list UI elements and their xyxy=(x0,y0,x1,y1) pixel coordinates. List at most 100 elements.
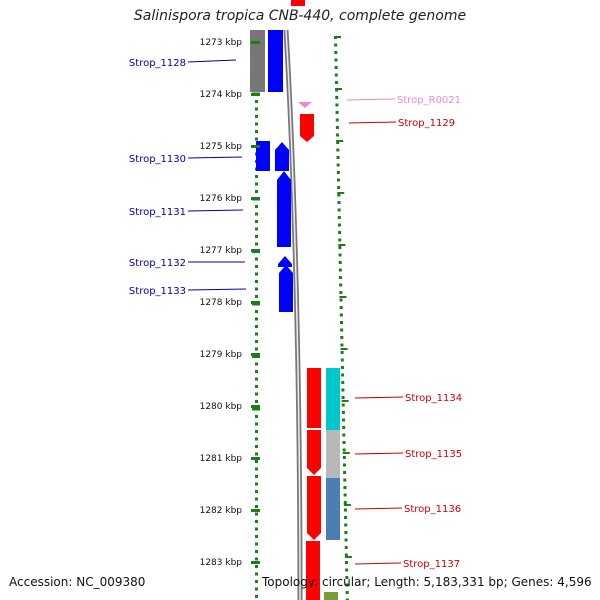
scale-label: 1281 kbp xyxy=(200,454,243,464)
ruler-tick xyxy=(342,456,346,459)
ruler-tick xyxy=(255,430,258,433)
ruler-tick xyxy=(255,437,258,441)
ruler-tick xyxy=(342,426,346,429)
ruler-tick xyxy=(255,370,258,373)
ruler-tick xyxy=(255,272,258,276)
ruler-tick xyxy=(336,148,340,152)
ruler-tick xyxy=(255,175,258,178)
left-ruler xyxy=(252,40,260,598)
gene-strop-1132[interactable] xyxy=(278,256,292,267)
ruler-tick xyxy=(255,580,258,583)
ruler-tick xyxy=(345,591,349,594)
ruler-major-tick xyxy=(337,192,345,194)
ruler-tick xyxy=(334,66,338,69)
gene-label[interactable]: Strop_1135 xyxy=(405,449,462,460)
ruler-tick xyxy=(340,336,344,339)
gene-strop-1134[interactable] xyxy=(307,368,321,428)
gene-top-red-sliver[interactable] xyxy=(291,0,305,6)
block-olive[interactable] xyxy=(324,592,338,600)
leader-line xyxy=(187,209,244,212)
map-title: Salinispora tropica CNB-440, complete ge… xyxy=(133,8,467,24)
scale-label: 1283 kbp xyxy=(200,558,243,568)
scale-label: 1278 kbp xyxy=(200,298,243,308)
scale-major-tick xyxy=(251,145,260,148)
scale-labels: 1273 kbp 1274 kbp 1275 kbp 1276 kbp 1277 kbp… xyxy=(200,38,260,568)
leader-line xyxy=(354,507,403,510)
ruler-tick xyxy=(255,422,258,426)
ruler-tick xyxy=(339,283,343,287)
gene-strop-1135[interactable] xyxy=(307,430,321,475)
ruler-tick xyxy=(340,351,344,354)
ruler-tick xyxy=(338,253,342,257)
right-ruler xyxy=(334,36,352,600)
ruler-tick xyxy=(336,178,340,182)
ruler-tick xyxy=(255,460,258,463)
ruler-tick xyxy=(255,565,258,568)
gene-strop-1133[interactable] xyxy=(279,265,293,312)
ruler-tick xyxy=(255,115,258,118)
gene-label[interactable]: Strop_1128 xyxy=(129,58,186,69)
ruler-tick xyxy=(343,493,347,497)
ruler-tick xyxy=(255,587,258,591)
gene-label[interactable]: Strop_1136 xyxy=(404,504,461,515)
gene-strop-1130[interactable] xyxy=(256,141,270,171)
ruler-tick xyxy=(255,377,258,381)
block-silver[interactable] xyxy=(326,430,340,478)
scale-label: 1282 kbp xyxy=(200,506,243,516)
gene-strop-r0021[interactable] xyxy=(298,102,312,108)
ruler-tick xyxy=(339,276,343,279)
gene-label[interactable]: Strop_1133 xyxy=(129,286,186,297)
gene-label[interactable]: Strop_1132 xyxy=(129,258,186,269)
block-steel[interactable] xyxy=(326,478,340,540)
ruler-tick xyxy=(340,366,344,369)
gene-label[interactable]: Strop_1137 xyxy=(403,559,460,570)
ruler-tick xyxy=(338,246,342,249)
leader-line xyxy=(187,288,247,291)
gene-label[interactable]: Strop_1129 xyxy=(398,118,455,129)
ruler-tick xyxy=(335,96,339,99)
scale-label: 1274 kbp xyxy=(200,90,243,100)
ruler-tick xyxy=(343,501,347,504)
gene-strop-1136[interactable] xyxy=(307,476,321,540)
scale-label: 1275 kbp xyxy=(200,142,243,152)
scale-major-tick xyxy=(251,249,260,252)
scale-major-tick xyxy=(251,405,260,408)
ruler-tick xyxy=(341,396,345,399)
ruler-tick xyxy=(255,242,258,246)
ruler-tick xyxy=(255,535,258,538)
ruler-tick xyxy=(341,403,345,407)
gene-labels: Strop_1128 Strop_1130 Strop_1131 Strop_1132… xyxy=(129,58,462,570)
ruler-tick xyxy=(334,81,338,84)
ruler-tick xyxy=(340,343,344,347)
gene-strop-1129[interactable] xyxy=(300,114,314,142)
ruler-major-tick xyxy=(343,504,351,506)
gene-strop-1131[interactable] xyxy=(277,171,291,247)
ruler-tick xyxy=(341,388,345,392)
gene-label[interactable]: Strop_1134 xyxy=(405,393,462,404)
ruler-tick xyxy=(338,261,342,264)
gene-gray-block[interactable] xyxy=(250,30,265,92)
ruler-tick xyxy=(255,332,258,336)
ruler-tick xyxy=(255,130,258,133)
ruler-tick xyxy=(338,231,342,234)
scale-major-tick xyxy=(251,197,260,200)
ruler-tick xyxy=(255,392,258,396)
gene-strop-1130b[interactable] xyxy=(275,142,289,171)
ruler-tick xyxy=(255,340,258,343)
ruler-tick xyxy=(255,505,258,508)
gene-strop-1128[interactable] xyxy=(268,30,283,92)
ruler-tick xyxy=(344,546,348,549)
leader-line xyxy=(354,562,402,565)
gene-strop-1137[interactable] xyxy=(306,541,320,600)
ruler-tick xyxy=(338,238,342,242)
gene-label[interactable]: Strop_1130 xyxy=(129,154,186,165)
block-cyan[interactable] xyxy=(326,368,340,430)
ruler-tick xyxy=(336,141,340,144)
gene-label[interactable]: Strop_R0021 xyxy=(397,95,461,106)
ruler-tick xyxy=(336,156,340,159)
accession-label: Accession: NC_009380 xyxy=(9,575,146,589)
ruler-tick xyxy=(255,100,258,103)
ruler-tick xyxy=(343,478,347,482)
ruler-tick xyxy=(339,291,343,294)
gene-label[interactable]: Strop_1131 xyxy=(129,207,186,218)
